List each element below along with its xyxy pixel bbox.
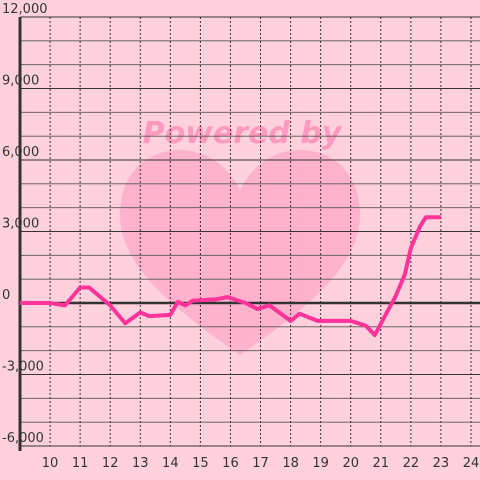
x-tick-label: 16 bbox=[222, 456, 239, 471]
watermark: Powered by bbox=[143, 116, 343, 151]
y-tick-label: -6,000 bbox=[2, 431, 44, 446]
watermark-heart bbox=[120, 150, 360, 355]
x-tick-label: 23 bbox=[433, 456, 450, 471]
y-tick-label: 12,000 bbox=[2, 2, 48, 17]
x-tick-label: 15 bbox=[192, 456, 209, 471]
x-tick-label: 19 bbox=[312, 456, 329, 471]
x-tick-label: 22 bbox=[403, 456, 420, 471]
x-tick-label: 10 bbox=[42, 456, 59, 471]
x-tick-label: 14 bbox=[162, 456, 179, 471]
x-tick-label: 12 bbox=[102, 456, 119, 471]
x-tick-label: 17 bbox=[252, 456, 269, 471]
x-tick-label: 18 bbox=[282, 456, 299, 471]
x-tick-label: 20 bbox=[342, 456, 359, 471]
x-tick-label: 11 bbox=[72, 456, 89, 471]
x-tick-label: 24 bbox=[463, 456, 480, 471]
y-tick-label: -3,000 bbox=[2, 360, 44, 375]
data-line bbox=[20, 215, 441, 338]
x-tick-label: 13 bbox=[132, 456, 149, 471]
y-tick-label: 0 bbox=[2, 288, 10, 303]
x-tick-label: 21 bbox=[373, 456, 390, 471]
